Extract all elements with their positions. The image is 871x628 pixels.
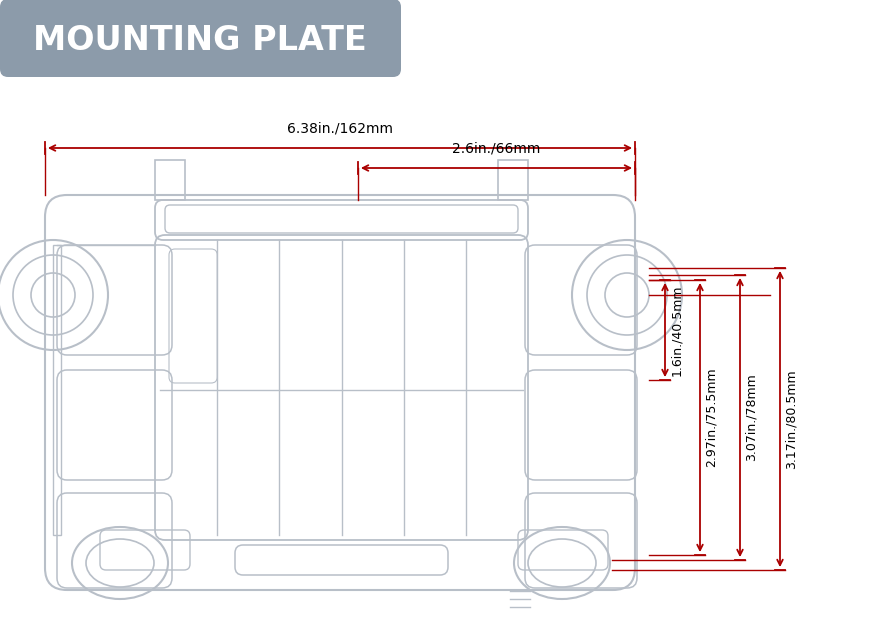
- Text: 2.97in./75.5mm: 2.97in./75.5mm: [705, 367, 718, 467]
- Bar: [155, 160, 185, 200]
- FancyBboxPatch shape: [0, 0, 401, 77]
- Text: 3.17in./80.5mm: 3.17in./80.5mm: [785, 369, 798, 469]
- Bar: [53, 245, 61, 535]
- Text: 2.6in./66mm: 2.6in./66mm: [452, 141, 541, 155]
- Text: MOUNTING PLATE: MOUNTING PLATE: [33, 23, 367, 57]
- Text: 1.6in./40.5mm: 1.6in./40.5mm: [670, 284, 683, 376]
- Bar: [498, 160, 528, 200]
- Text: 6.38in./162mm: 6.38in./162mm: [287, 121, 393, 135]
- Text: 3.07in./78mm: 3.07in./78mm: [745, 374, 758, 462]
